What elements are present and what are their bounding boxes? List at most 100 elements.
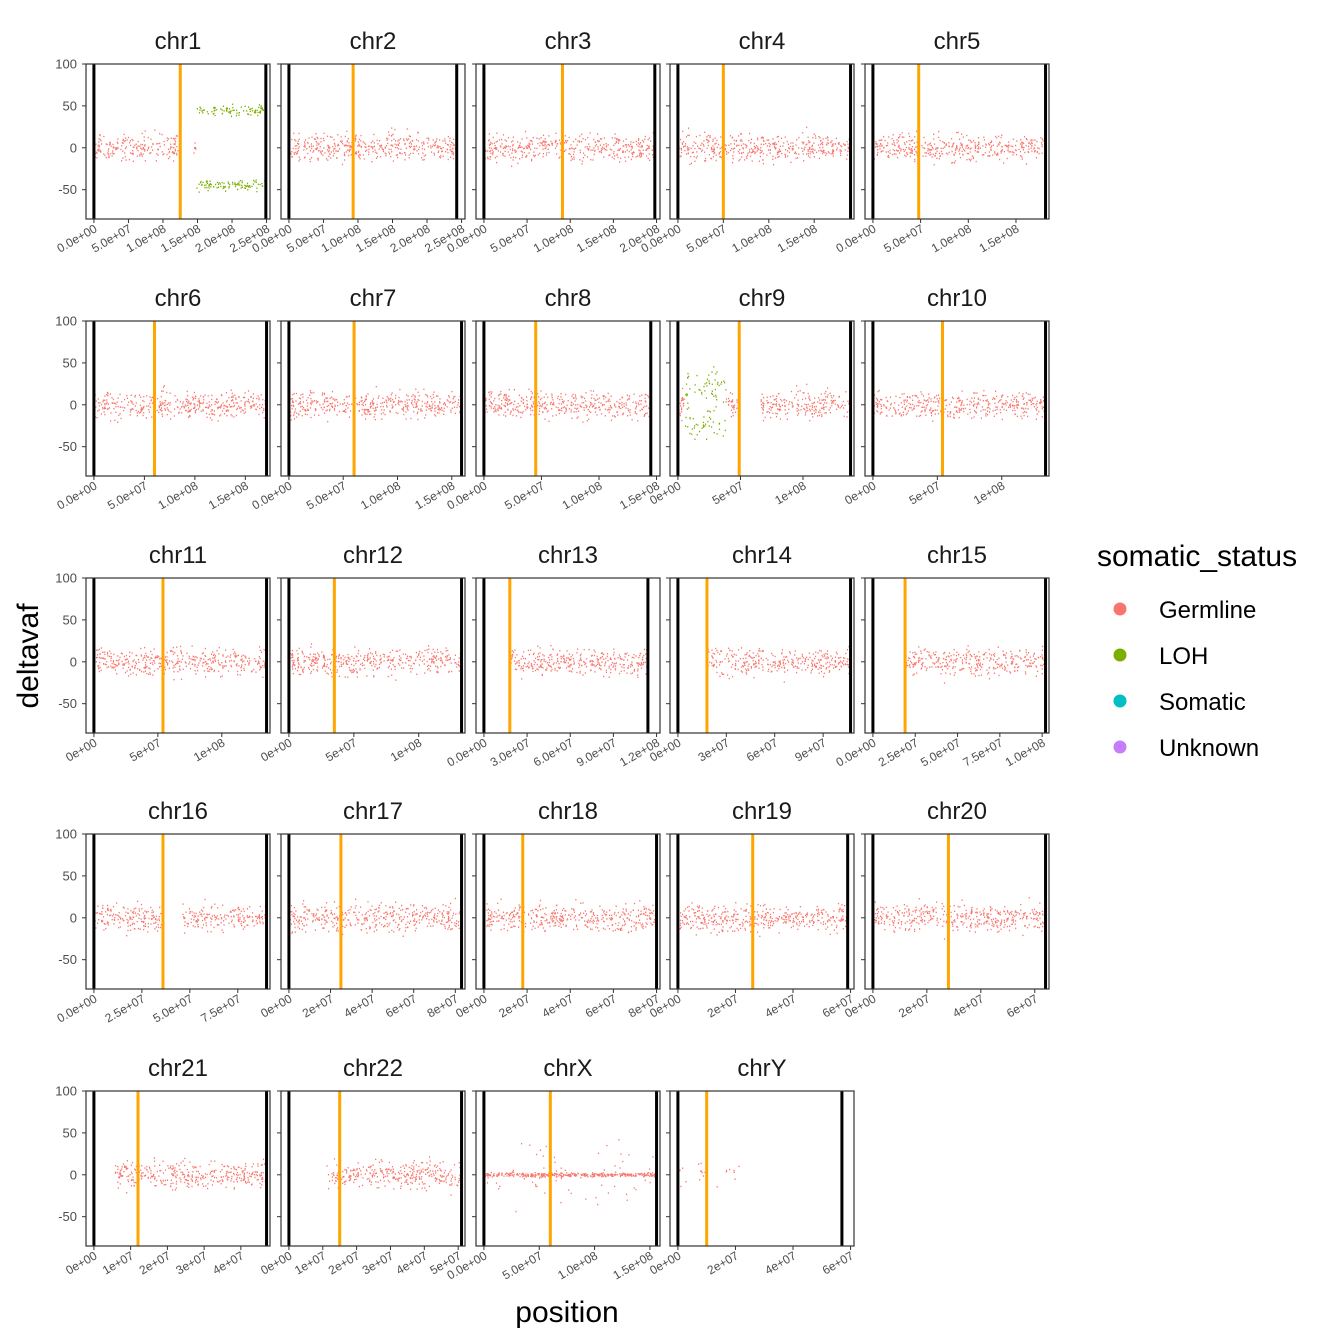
data-point [514, 400, 516, 402]
data-point [899, 147, 901, 149]
data-point [613, 158, 615, 160]
data-point [787, 143, 789, 145]
data-point [157, 655, 159, 657]
data-point [251, 110, 254, 112]
data-point [195, 656, 197, 658]
data-point [566, 404, 568, 406]
data-point [761, 393, 763, 395]
data-point [94, 153, 97, 155]
data-point [639, 143, 641, 146]
data-point [98, 146, 100, 148]
data-point [100, 657, 102, 659]
data-point [565, 409, 567, 411]
data-point [572, 393, 574, 396]
data-point [107, 394, 109, 397]
data-point [144, 670, 147, 672]
data-point [1021, 417, 1023, 420]
data-point [156, 656, 158, 658]
data-point [889, 396, 892, 398]
data-point [332, 649, 334, 651]
data-point [217, 659, 219, 662]
data-point [409, 655, 411, 658]
data-point [240, 106, 242, 108]
data-point [820, 150, 823, 152]
data-point [107, 666, 110, 668]
data-point [417, 391, 419, 393]
data-point [113, 152, 115, 155]
data-point [844, 144, 846, 146]
data-point [726, 153, 728, 155]
data-point [947, 153, 949, 155]
data-point [177, 399, 179, 401]
data-point [351, 669, 353, 671]
data-point [832, 149, 835, 152]
data-point [724, 429, 726, 432]
data-point [526, 407, 528, 409]
data-point [729, 135, 732, 137]
data-point [880, 145, 882, 147]
data-point [517, 402, 519, 405]
data-point [958, 407, 960, 410]
data-point [935, 401, 937, 403]
data-point [451, 402, 454, 404]
x-tick-label: 1e+08 [191, 735, 227, 764]
data-point [808, 146, 810, 149]
data-point [523, 148, 525, 150]
strip-title: chr9 [739, 285, 786, 312]
data-point [196, 666, 198, 668]
data-point [686, 148, 688, 150]
data-point [139, 404, 141, 407]
data-point [211, 394, 213, 397]
data-point [643, 415, 645, 417]
data-point [393, 138, 395, 140]
data-point [412, 139, 414, 142]
data-point [163, 140, 165, 143]
data-point [127, 660, 130, 662]
data-point [296, 649, 298, 652]
data-point [443, 407, 445, 409]
data-point [899, 412, 901, 414]
data-point [840, 152, 842, 154]
data-point [594, 145, 596, 147]
data-point [994, 135, 997, 138]
data-point [994, 409, 996, 411]
data-point [302, 393, 304, 395]
data-point [432, 139, 434, 141]
data-point [354, 646, 356, 648]
data-point [509, 403, 511, 405]
data-point [98, 144, 100, 147]
data-point [711, 426, 713, 428]
data-point [1033, 402, 1035, 405]
data-point [372, 407, 374, 410]
data-point [228, 108, 231, 110]
data-point [135, 661, 137, 663]
data-point [339, 148, 341, 150]
data-point [337, 143, 339, 146]
data-point [348, 154, 350, 157]
data-point [939, 397, 941, 400]
data-point [631, 147, 633, 149]
data-point [628, 156, 630, 158]
data-point [346, 396, 348, 398]
data-point [520, 411, 522, 414]
data-point [104, 658, 106, 660]
data-point [974, 146, 976, 148]
data-point [519, 405, 521, 407]
data-point [367, 409, 369, 411]
data-point [959, 399, 961, 402]
data-point [628, 410, 630, 412]
data-point [169, 404, 171, 406]
data-point [149, 668, 151, 670]
data-point [899, 136, 901, 138]
data-point [146, 672, 148, 675]
data-point [194, 663, 196, 666]
data-point [983, 139, 985, 141]
data-point [565, 149, 567, 151]
data-point [207, 658, 209, 661]
data-point [408, 664, 410, 666]
data-point [1015, 154, 1018, 156]
data-point [181, 406, 183, 408]
data-point [121, 401, 123, 403]
data-point [262, 411, 264, 414]
data-point [801, 398, 804, 401]
